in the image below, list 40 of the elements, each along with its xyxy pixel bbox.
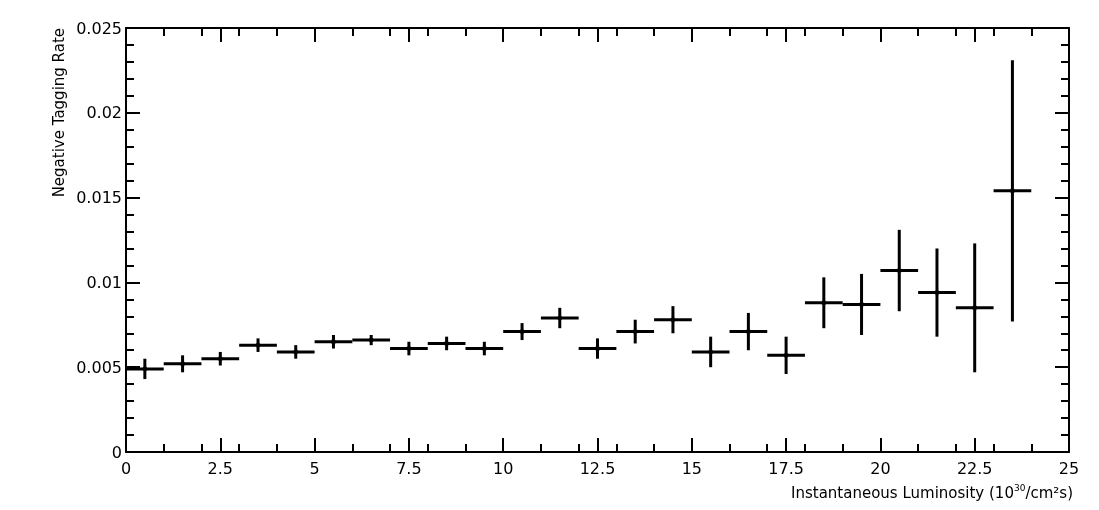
x-tick-label: 10: [493, 458, 514, 478]
point: [180, 361, 185, 366]
point: [859, 302, 864, 307]
x-tick-label: 22.5: [956, 458, 993, 478]
y-tick-label: 0.005: [76, 357, 122, 377]
x-tick-label: 7.5: [396, 458, 422, 478]
point: [293, 349, 298, 354]
point: [218, 356, 223, 361]
y-axis-title: Negative Tagging Rate: [49, 28, 68, 198]
point: [256, 343, 261, 348]
point: [142, 366, 147, 371]
point: [633, 329, 638, 334]
point: [972, 305, 977, 310]
x-tick-label: 12.5: [579, 458, 616, 478]
point: [708, 349, 713, 354]
y-tick-label: 0.02: [86, 103, 122, 123]
x-tick-label: 15: [681, 458, 702, 478]
y-tick-label: 0.01: [86, 272, 122, 292]
point: [520, 329, 525, 334]
point: [444, 341, 449, 346]
point: [595, 346, 600, 351]
point: [557, 316, 562, 321]
point: [934, 290, 939, 295]
point: [670, 317, 675, 322]
x-tick-label: 17.5: [768, 458, 804, 478]
x-tick-label: 25: [1058, 458, 1080, 478]
y-tick-label: 0.015: [76, 188, 122, 208]
point: [746, 329, 751, 334]
y-tick-label: 0.025: [76, 18, 122, 38]
y-tick-label: 0: [111, 442, 122, 462]
point: [784, 353, 789, 358]
point: [1010, 188, 1015, 193]
point: [821, 300, 826, 305]
x-tick-label: 20: [870, 458, 891, 478]
point: [897, 268, 902, 273]
point: [331, 339, 336, 344]
x-tick-label: 2.5: [207, 458, 234, 478]
point: [482, 346, 487, 351]
point: [406, 346, 411, 351]
x-tick-label: 5: [309, 458, 320, 478]
